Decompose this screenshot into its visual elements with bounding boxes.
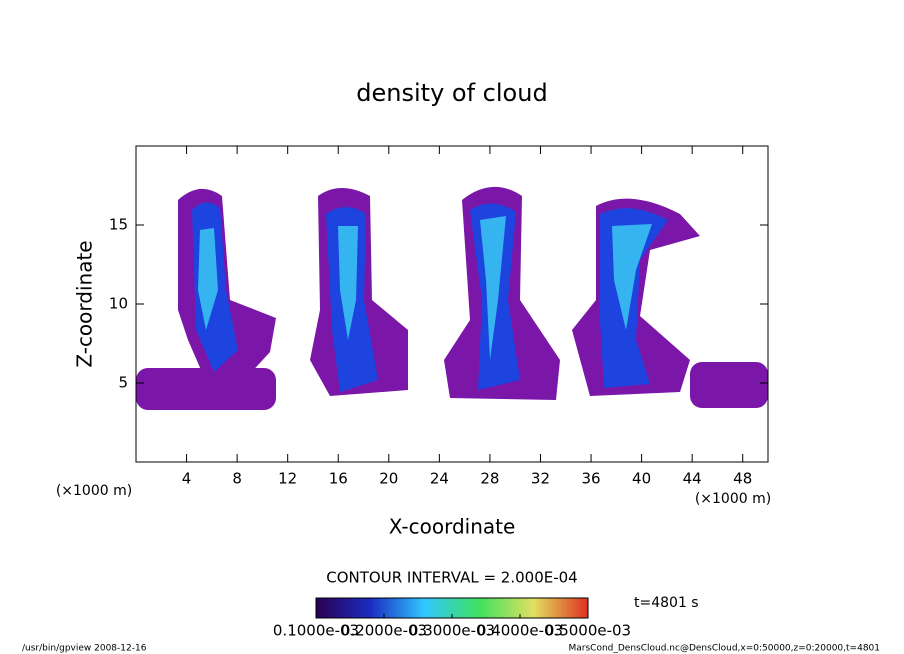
colorbar-tick-label: 0.4000e-03 [477, 622, 563, 640]
cloud-field [136, 186, 768, 410]
x-tick-label: 4 [182, 470, 192, 488]
y-axis-label: Z-coordinate [73, 240, 97, 367]
contour-interval: CONTOUR INTERVAL = 2.000E-04 [326, 569, 577, 587]
footer-right: MarsCond_DensCloud.nc@DensCloud,x=0:5000… [569, 644, 881, 654]
x-tick-label: 28 [480, 470, 499, 488]
x-unit-label: (×1000 m) [56, 483, 132, 499]
x-tick-label: 16 [329, 470, 348, 488]
y-tick-label: 10 [109, 295, 128, 313]
chart-title: density of cloud [356, 79, 547, 107]
y-tick-label: 15 [109, 216, 128, 234]
footer-left: /usr/bin/gpview 2008-12-16 [22, 644, 147, 654]
x-axis-label: X-coordinate [389, 515, 516, 539]
time-label: t=4801 s [634, 595, 699, 611]
x-tick-label: 24 [430, 470, 449, 488]
x-tick-label: 40 [632, 470, 651, 488]
colorbar-tick-label: 0.2000e-03 [341, 622, 427, 640]
x-tick-label: 48 [733, 470, 752, 488]
colorbar-tick-label: 0.3000e-03 [409, 622, 495, 640]
x-tick-label: 8 [232, 470, 242, 488]
y-tick-label: 5 [118, 374, 128, 392]
x-tick-label: 36 [581, 470, 600, 488]
x-tick-label: 32 [531, 470, 550, 488]
colorbar-tick-label: 0.1000e-03 [273, 622, 359, 640]
x-unit-label: (×1000 m) [695, 491, 771, 507]
x-tick-label: 20 [379, 470, 398, 488]
x-tick-label: 44 [683, 470, 702, 488]
colorbar-tick-label: 0.5000e-03 [545, 622, 631, 640]
x-tick-label: 12 [278, 470, 297, 488]
